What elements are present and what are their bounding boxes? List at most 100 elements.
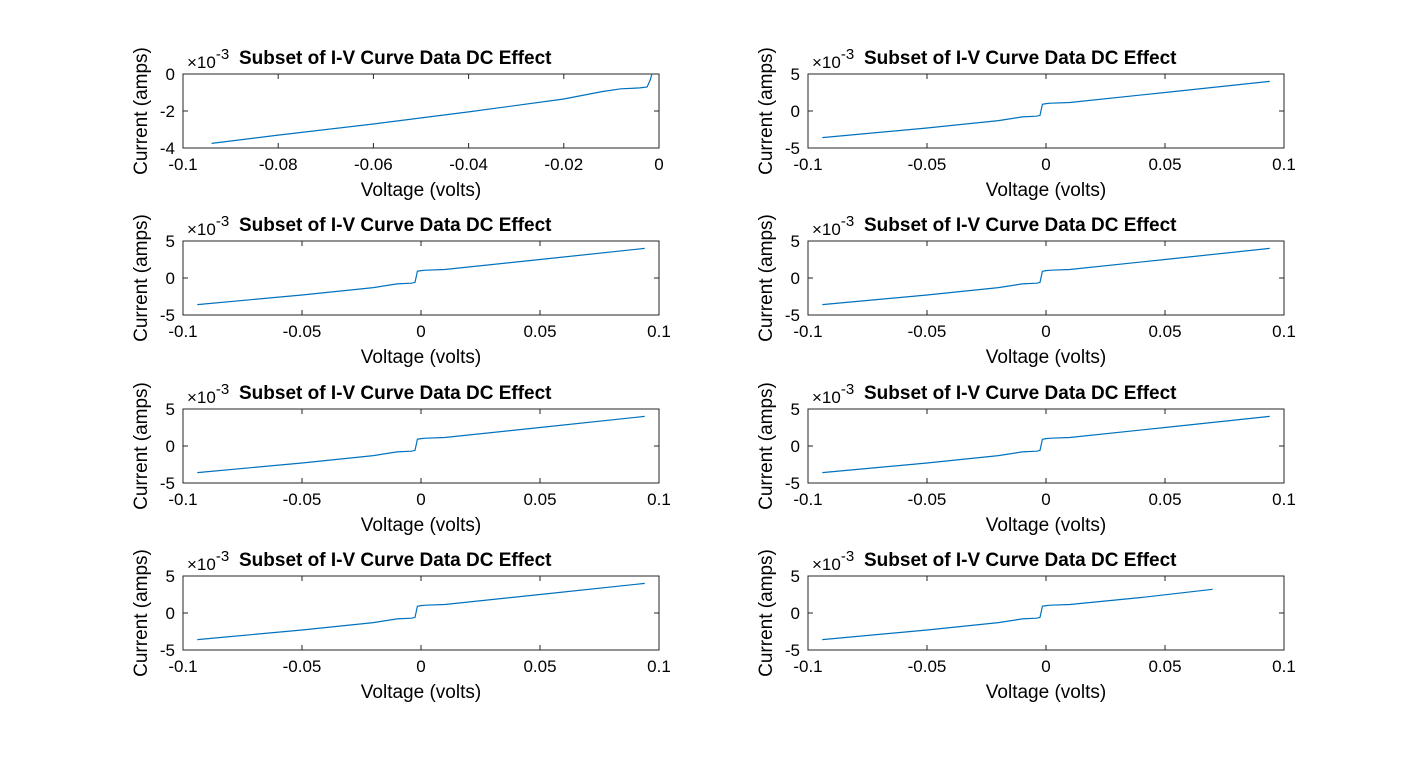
x-tick-label: 0.05: [523, 322, 556, 341]
x-tick-label: 0: [416, 490, 425, 509]
x-tick-label: -0.05: [283, 322, 322, 341]
x-tick-label: -0.05: [908, 490, 947, 509]
x-axis-label: Voltage (volts): [986, 682, 1106, 703]
y-exponent-base: ×10: [187, 388, 216, 407]
y-exponent-label: ×10-3: [187, 213, 229, 239]
y-exponent-base: ×10: [187, 53, 216, 72]
plot-title: Subset of I-V Curve Data DC Effect: [239, 550, 552, 571]
y-exponent-power: -3: [841, 548, 854, 565]
y-exponent-power: -3: [216, 46, 229, 63]
y-exponent-label: ×10-3: [812, 213, 854, 239]
x-tick-label: -0.1: [168, 490, 197, 509]
y-exponent-power: -3: [841, 381, 854, 398]
axes-box: [807, 240, 1285, 316]
x-axis-label: Voltage (volts): [361, 347, 481, 368]
series-line: [197, 247, 645, 306]
y-axis-label: Current (amps): [131, 549, 152, 677]
axes-box: [807, 73, 1285, 149]
plot-title: Subset of I-V Curve Data DC Effect: [239, 215, 552, 236]
axes-box: [182, 240, 660, 316]
y-axis-label: Current (amps): [131, 47, 152, 175]
y-exponent-power: -3: [216, 381, 229, 398]
series-line: [197, 582, 645, 641]
x-tick-label: -0.1: [168, 322, 197, 341]
subplot-5: -0.1 -0.05 0 0.05 0.1 -5 0 5 Voltage (volts) Curr…: [131, 381, 671, 536]
x-tick-label: 0.1: [647, 490, 671, 509]
y-tick-label: 5: [791, 65, 800, 84]
subplot-7: -0.1 -0.05 0 0.05 0.1 -5 0 5 Voltage (volts) Curr…: [131, 548, 671, 703]
series-line: [211, 73, 653, 144]
x-axis-label: Voltage (volts): [361, 180, 481, 201]
y-exponent-label: ×10-3: [187, 46, 229, 72]
y-exponent-power: -3: [841, 46, 854, 63]
y-exponent-power: -3: [841, 213, 854, 230]
x-tick-label: 0.05: [1148, 490, 1181, 509]
y-tick-label: 5: [791, 567, 800, 586]
x-tick-label: 0.05: [1148, 155, 1181, 174]
y-axis-label: Current (amps): [756, 214, 777, 342]
y-exponent-base: ×10: [812, 53, 841, 72]
y-exponent-label: ×10-3: [812, 381, 854, 407]
y-tick-label: 0: [166, 604, 175, 623]
y-tick-label: 5: [791, 232, 800, 251]
axes-box: [182, 575, 660, 651]
y-tick-label: -5: [785, 641, 800, 660]
series-line: [197, 415, 645, 474]
x-tick-label: -0.05: [908, 657, 947, 676]
x-tick-label: 0.05: [1148, 657, 1181, 676]
y-exponent-power: -3: [216, 548, 229, 565]
x-tick-label: 0: [416, 657, 425, 676]
y-tick-label: -5: [160, 641, 175, 660]
subplot-1: -0.1 -0.08 -0.06 -0.04 -0.02 0 -4 -2 0 Voltage (v…: [131, 46, 664, 201]
y-tick-label: 0: [791, 437, 800, 456]
series-line: [822, 80, 1270, 139]
x-tick-label: -0.1: [168, 657, 197, 676]
series-line: [822, 247, 1270, 306]
y-tick-label: 5: [166, 232, 175, 251]
y-tick-label: 0: [791, 102, 800, 121]
y-tick-label: 5: [166, 400, 175, 419]
y-exponent-base: ×10: [187, 555, 216, 574]
subplot-8: -0.1 -0.05 0 0.05 0.1 -5 0 5 Voltage (volts) Curr…: [756, 548, 1296, 703]
x-tick-label: 0.1: [1272, 322, 1296, 341]
y-exponent-label: ×10-3: [812, 46, 854, 72]
y-tick-label: -5: [785, 474, 800, 493]
x-tick-label: 0: [1041, 490, 1050, 509]
y-exponent-base: ×10: [812, 220, 841, 239]
x-axis-label: Voltage (volts): [986, 180, 1106, 201]
x-tick-label: -0.05: [283, 657, 322, 676]
y-tick-label: -5: [160, 474, 175, 493]
subplot-3: -0.1 -0.05 0 0.05 0.1 -5 0 5 Voltage (volts) Curr…: [131, 213, 671, 368]
plot-title: Subset of I-V Curve Data DC Effect: [864, 48, 1177, 69]
x-tick-label: -0.1: [793, 322, 822, 341]
plot-title: Subset of I-V Curve Data DC Effect: [864, 550, 1177, 571]
x-tick-label: 0.1: [1272, 490, 1296, 509]
axes-box: [807, 408, 1285, 484]
x-axis-label: Voltage (volts): [986, 515, 1106, 536]
x-tick-label: 0.05: [523, 490, 556, 509]
y-exponent-label: ×10-3: [187, 548, 229, 574]
x-tick-label: -0.1: [793, 155, 822, 174]
plot-title: Subset of I-V Curve Data DC Effect: [864, 383, 1177, 404]
y-tick-label: 0: [791, 269, 800, 288]
x-tick-label: -0.05: [908, 322, 947, 341]
y-exponent-base: ×10: [812, 388, 841, 407]
plot-title: Subset of I-V Curve Data DC Effect: [239, 48, 552, 69]
x-tick-label: -0.05: [908, 155, 947, 174]
y-tick-label: 5: [791, 400, 800, 419]
x-tick-label: -0.05: [283, 490, 322, 509]
plot-title: Subset of I-V Curve Data DC Effect: [239, 383, 552, 404]
y-tick-label: 5: [166, 567, 175, 586]
series-line: [822, 415, 1270, 474]
x-tick-label: 0: [1041, 155, 1050, 174]
series-line: [822, 588, 1213, 641]
x-tick-label: -0.02: [544, 155, 583, 174]
x-tick-label: 0.1: [1272, 657, 1296, 676]
x-tick-label: -0.08: [259, 155, 298, 174]
subplot-6: -0.1 -0.05 0 0.05 0.1 -5 0 5 Voltage (volts) Curr…: [756, 381, 1296, 536]
subplot-4: -0.1 -0.05 0 0.05 0.1 -5 0 5 Voltage (volts) Curr…: [756, 213, 1296, 368]
x-tick-label: 0: [654, 155, 663, 174]
y-tick-label: 0: [791, 604, 800, 623]
x-axis-label: Voltage (volts): [361, 682, 481, 703]
